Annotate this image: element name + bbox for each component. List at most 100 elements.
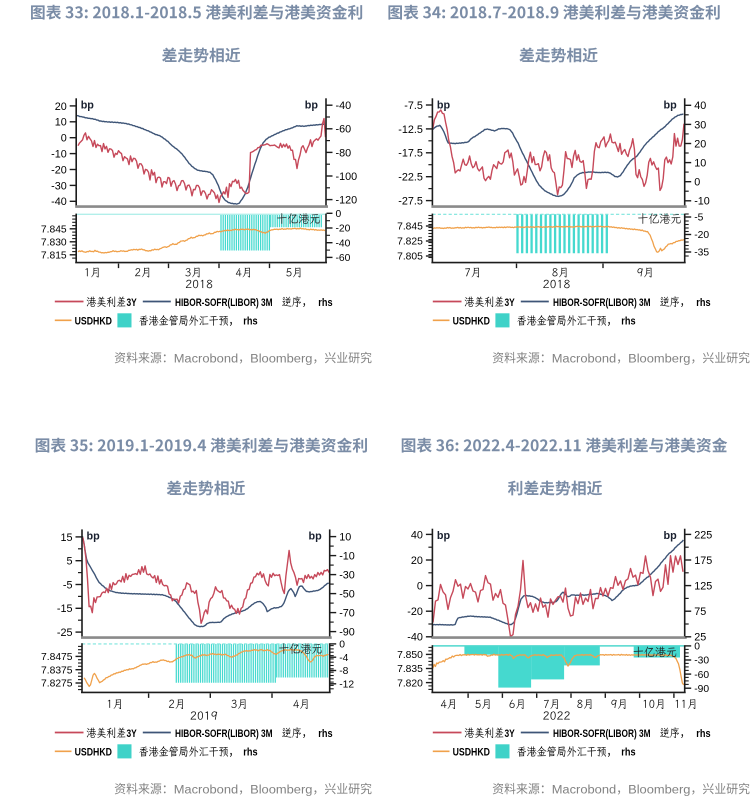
svg-text:7.850: 7.850 bbox=[397, 650, 423, 661]
svg-text:40: 40 bbox=[411, 529, 423, 541]
svg-text:rhs: rhs bbox=[696, 297, 711, 309]
svg-text:-7.5: -7.5 bbox=[404, 100, 423, 112]
svg-text:40: 40 bbox=[694, 100, 706, 112]
svg-text:-40: -40 bbox=[336, 238, 351, 249]
svg-text:-5: -5 bbox=[694, 213, 703, 224]
svg-text:-27.5: -27.5 bbox=[398, 196, 423, 208]
svg-text:-20: -20 bbox=[51, 164, 67, 176]
svg-text:-60: -60 bbox=[694, 670, 709, 681]
svg-text:Macrobond: Macrobond bbox=[174, 352, 238, 366]
svg-text:3Y: 3Y bbox=[505, 297, 516, 309]
svg-text:15: 15 bbox=[61, 532, 73, 544]
svg-text:HIBOR-SOFR(LIBOR) 3M: HIBOR-SOFR(LIBOR) 3M bbox=[175, 728, 273, 741]
svg-text:bp: bp bbox=[664, 530, 678, 542]
svg-text:3Y: 3Y bbox=[127, 728, 138, 740]
svg-text:-10: -10 bbox=[694, 196, 710, 208]
svg-text:-20: -20 bbox=[407, 606, 423, 618]
svg-text:-50: -50 bbox=[339, 589, 355, 601]
svg-text:bp: bp bbox=[437, 100, 451, 112]
svg-text:-120: -120 bbox=[336, 195, 358, 207]
svg-text:7.845: 7.845 bbox=[41, 225, 67, 236]
svg-text:0: 0 bbox=[694, 177, 700, 189]
svg-text:-25: -25 bbox=[57, 627, 73, 639]
svg-text:bp: bp bbox=[81, 100, 95, 112]
svg-text:USDHKD: USDHKD bbox=[75, 316, 112, 328]
svg-text:HIBOR-SOFR(LIBOR) 3M: HIBOR-SOFR(LIBOR) 3M bbox=[175, 297, 273, 310]
svg-text:-60: -60 bbox=[336, 253, 351, 264]
svg-text:-35: -35 bbox=[694, 248, 709, 259]
svg-text:0: 0 bbox=[336, 209, 342, 220]
svg-text:Bloomberg: Bloomberg bbox=[250, 783, 312, 797]
svg-text:bp: bp bbox=[305, 100, 319, 112]
svg-text:7.815: 7.815 bbox=[41, 251, 67, 262]
svg-text:rhs: rhs bbox=[621, 316, 636, 328]
svg-text:5: 5 bbox=[67, 556, 73, 568]
svg-text:-12.5: -12.5 bbox=[398, 124, 423, 136]
svg-text:rhs: rhs bbox=[621, 747, 636, 759]
svg-text:7.825: 7.825 bbox=[397, 237, 423, 248]
svg-text:Macrobond: Macrobond bbox=[552, 352, 616, 366]
svg-text:7.835: 7.835 bbox=[397, 664, 423, 675]
svg-text:225: 225 bbox=[694, 529, 712, 541]
svg-text:Bloomberg: Bloomberg bbox=[250, 352, 312, 366]
svg-text:rhs: rhs bbox=[696, 728, 711, 740]
svg-text:0: 0 bbox=[61, 133, 67, 145]
svg-text:30: 30 bbox=[694, 119, 706, 131]
svg-text:-12: -12 bbox=[339, 680, 354, 691]
svg-text:3Y: 3Y bbox=[127, 297, 138, 309]
svg-text:-5: -5 bbox=[63, 579, 73, 591]
svg-text:10: 10 bbox=[694, 158, 706, 170]
svg-text:7.8375: 7.8375 bbox=[41, 665, 73, 676]
svg-text:Bloomberg: Bloomberg bbox=[628, 783, 690, 797]
svg-text:20: 20 bbox=[55, 101, 67, 113]
svg-text:7.830: 7.830 bbox=[41, 238, 67, 249]
svg-text:-4: -4 bbox=[339, 653, 348, 664]
svg-text:USDHKD: USDHKD bbox=[453, 316, 490, 328]
svg-text:-17.5: -17.5 bbox=[398, 148, 423, 160]
svg-text:7.820: 7.820 bbox=[397, 678, 423, 689]
svg-text:rhs: rhs bbox=[243, 747, 258, 759]
svg-text:USDHKD: USDHKD bbox=[453, 747, 490, 759]
svg-text:bp: bp bbox=[309, 531, 323, 543]
svg-text:-40: -40 bbox=[336, 100, 352, 112]
svg-text:-80: -80 bbox=[336, 147, 352, 159]
svg-text:-30: -30 bbox=[339, 570, 355, 582]
svg-text:20: 20 bbox=[411, 555, 423, 567]
svg-text:USDHKD: USDHKD bbox=[75, 747, 112, 759]
svg-text:-30: -30 bbox=[51, 180, 67, 192]
svg-text:-20: -20 bbox=[694, 230, 709, 241]
svg-text:bp: bp bbox=[664, 100, 678, 112]
svg-text:-100: -100 bbox=[336, 171, 358, 183]
svg-text:rhs: rhs bbox=[318, 728, 333, 740]
svg-text:10: 10 bbox=[339, 532, 351, 544]
svg-text:rhs: rhs bbox=[318, 297, 333, 309]
svg-text:0: 0 bbox=[417, 581, 423, 593]
svg-text:-90: -90 bbox=[339, 627, 355, 639]
svg-text:175: 175 bbox=[694, 555, 712, 567]
svg-text:7.845: 7.845 bbox=[397, 222, 423, 233]
svg-text:0: 0 bbox=[694, 642, 700, 653]
svg-text:Macrobond: Macrobond bbox=[552, 783, 616, 797]
svg-text:75: 75 bbox=[694, 606, 706, 618]
svg-text:-40: -40 bbox=[51, 196, 67, 208]
svg-text:25: 25 bbox=[694, 632, 706, 644]
svg-text:-8: -8 bbox=[339, 666, 348, 677]
svg-text:20: 20 bbox=[694, 138, 706, 150]
svg-text:-22.5: -22.5 bbox=[398, 172, 423, 184]
svg-text:-70: -70 bbox=[339, 608, 355, 620]
svg-text:125: 125 bbox=[694, 581, 712, 593]
svg-text:-10: -10 bbox=[339, 551, 355, 563]
svg-text:HIBOR-SOFR(LIBOR) 3M: HIBOR-SOFR(LIBOR) 3M bbox=[553, 297, 651, 310]
svg-text:7.805: 7.805 bbox=[397, 252, 423, 263]
svg-text:Bloomberg: Bloomberg bbox=[628, 352, 690, 366]
svg-text:-90: -90 bbox=[694, 684, 709, 695]
svg-text:-30: -30 bbox=[694, 656, 709, 667]
svg-text:HIBOR-SOFR(LIBOR) 3M: HIBOR-SOFR(LIBOR) 3M bbox=[553, 728, 651, 741]
svg-text:-15: -15 bbox=[57, 603, 73, 615]
svg-text:bp: bp bbox=[87, 531, 101, 543]
svg-text:-10: -10 bbox=[51, 149, 67, 161]
svg-text:7.8275: 7.8275 bbox=[41, 679, 73, 690]
svg-text:-40: -40 bbox=[407, 632, 423, 644]
svg-text:bp: bp bbox=[437, 530, 451, 542]
svg-text:10: 10 bbox=[55, 117, 67, 129]
